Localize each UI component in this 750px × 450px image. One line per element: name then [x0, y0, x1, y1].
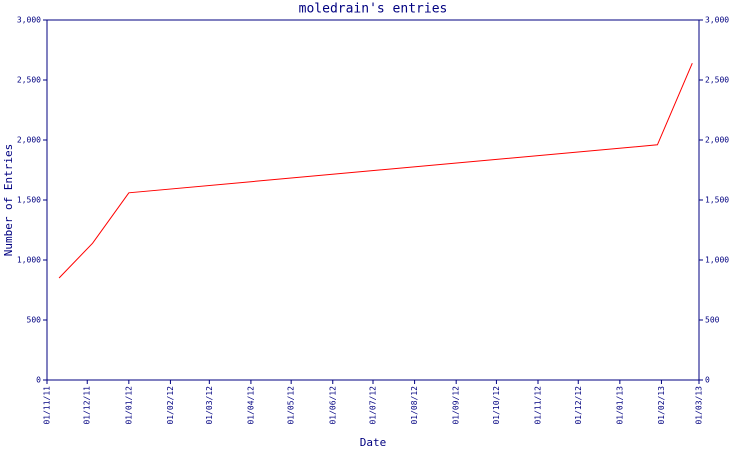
y-tick-label: 2,500	[17, 76, 41, 85]
x-tick-label: 01/03/12	[205, 386, 214, 425]
y-tick-label: 0	[36, 376, 41, 385]
x-tick-label: 01/11/11	[43, 386, 52, 425]
x-tick-label: 01/02/12	[166, 386, 175, 425]
y-tick-label: 2,000	[17, 136, 41, 145]
x-tick-label: 01/07/12	[369, 386, 378, 425]
plot-frame	[46, 19, 700, 381]
x-tick-label: 01/10/12	[492, 386, 501, 425]
y-tick-label: 500	[27, 316, 42, 325]
y2-tick-label: 500	[705, 316, 720, 325]
x-tick-label: 01/01/13	[615, 386, 624, 425]
y2-tick-label: 3,000	[705, 16, 729, 25]
y2-tick-label: 0	[705, 376, 710, 385]
x-tick-label: 01/09/12	[452, 386, 461, 425]
y2-tick-label: 2,000	[705, 136, 729, 145]
chart-title: moledrain's entries	[299, 2, 448, 17]
y2-tick-label: 2,500	[705, 76, 729, 85]
y2-tick-label: 1,500	[705, 196, 729, 205]
x-tick-label: 01/11/12	[534, 386, 543, 425]
x-tick-label: 01/03/13	[695, 386, 704, 425]
x-tick-label: 01/04/12	[246, 386, 255, 425]
y-tick-label: 1,500	[17, 196, 41, 205]
x-tick-label: 01/02/13	[657, 386, 666, 425]
y2-tick-label: 1,000	[705, 256, 729, 265]
x-tick-label: 01/12/12	[574, 386, 583, 425]
y-tick-label: 3,000	[17, 16, 41, 25]
x-tick-label: 01/08/12	[410, 386, 419, 425]
y-axis-title: Number of Entries	[2, 144, 15, 257]
x-tick-label: 01/05/12	[287, 386, 296, 425]
data-line	[58, 63, 693, 279]
y-tick-label: 1,000	[17, 256, 41, 265]
x-tick-label: 01/06/12	[328, 386, 337, 425]
x-tick-label: 01/12/11	[83, 386, 92, 425]
x-axis-title: Date	[360, 436, 387, 449]
x-tick-label: 01/01/12	[124, 386, 133, 425]
